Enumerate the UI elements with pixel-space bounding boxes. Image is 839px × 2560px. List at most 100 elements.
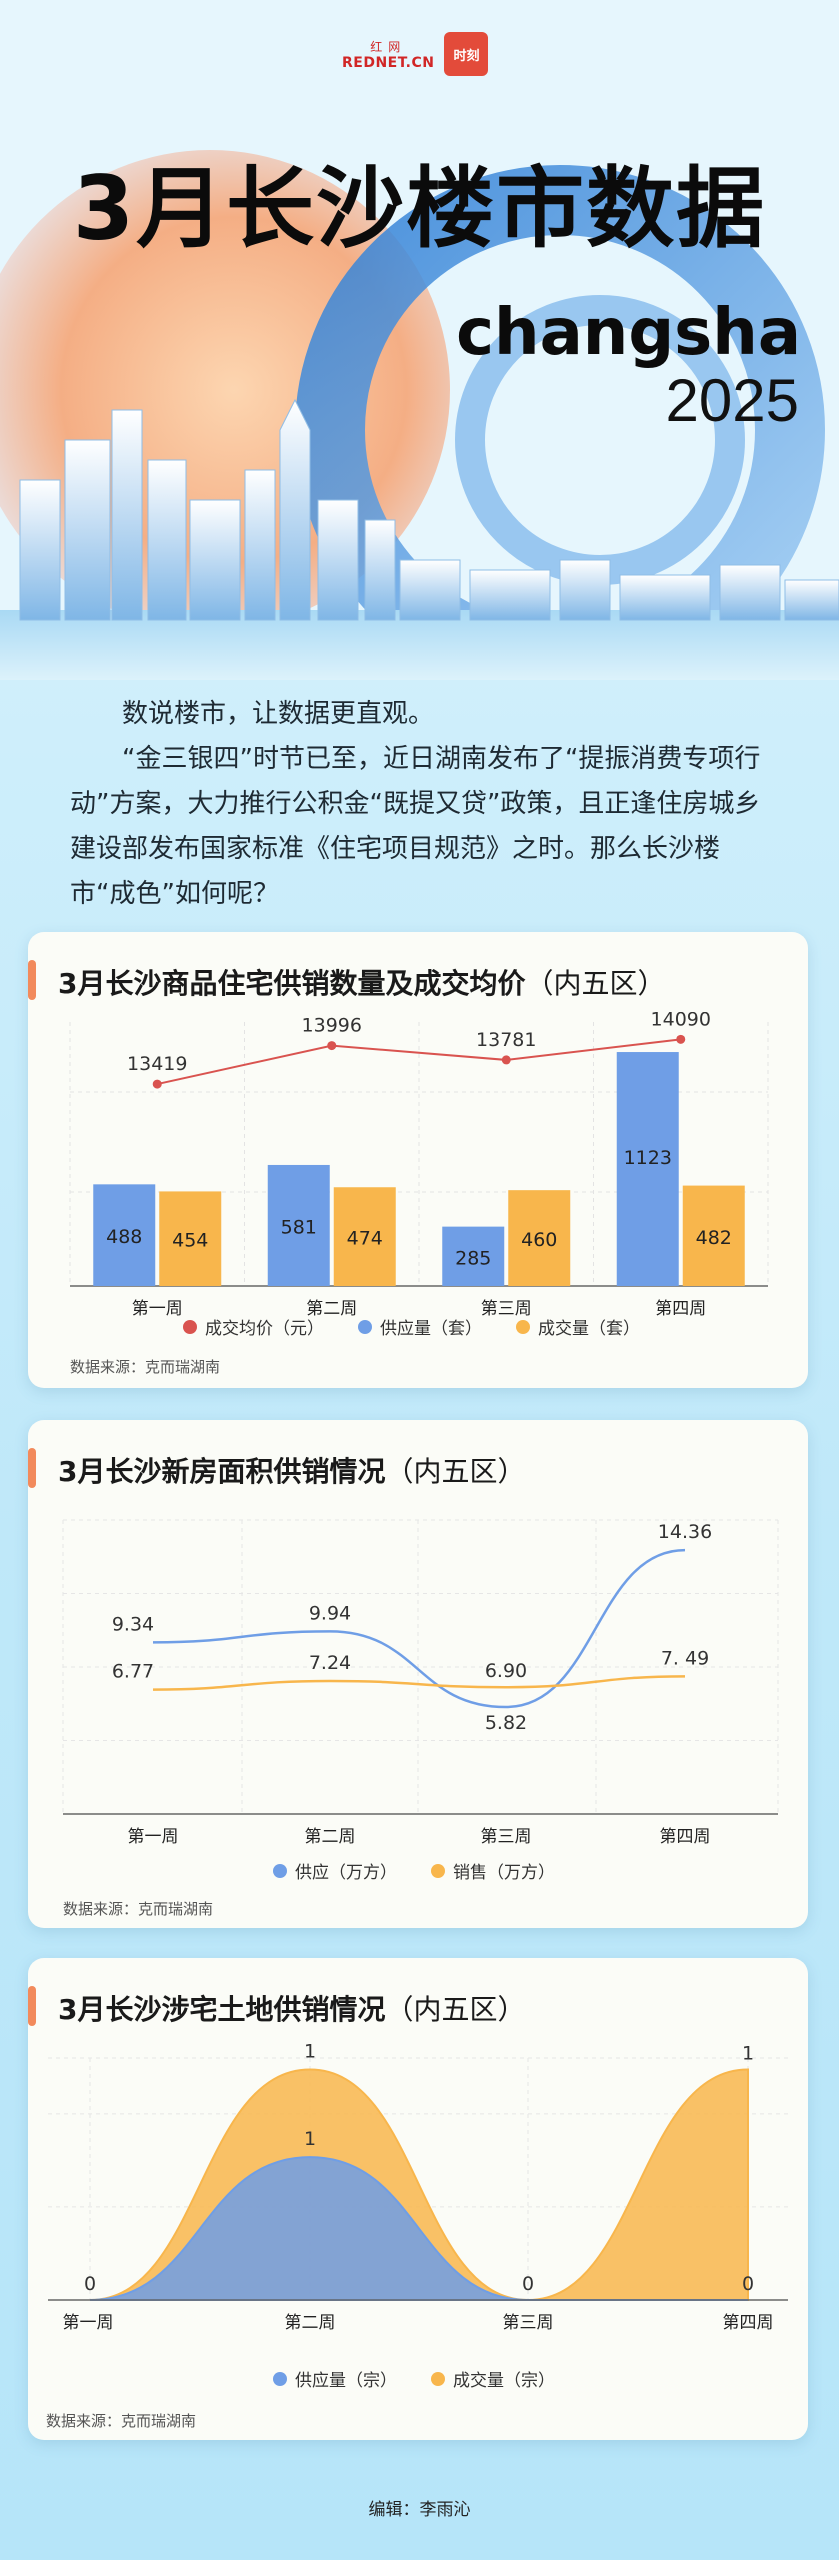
legend-dot — [431, 2371, 445, 2386]
x-tick-label: 第二周 — [285, 2313, 336, 2333]
bar-value-label: 454 — [172, 1230, 208, 1252]
legend-dot — [516, 1319, 530, 1334]
price-label: 13996 — [302, 1015, 362, 1037]
legend-item-supply: 供应量（套） — [358, 1314, 482, 1339]
logo-text: REDNET.CN — [342, 54, 435, 71]
hero-illustration — [0, 0, 839, 680]
x-tick-label: 第三周 — [481, 1827, 532, 1847]
x-tick-label: 第三周 — [481, 1299, 532, 1319]
chart-legend: 成交均价（元） 供应量（套） 成交量（套） — [183, 1314, 640, 1339]
chart-title-suffix: （内五区） — [525, 967, 666, 1000]
price-point — [676, 1034, 686, 1044]
chart-title: 3月长沙新房面积供销情况（内五区） — [58, 1450, 526, 1490]
bar-value-label: 482 — [696, 1227, 732, 1249]
data-label: 6.77 — [112, 1661, 154, 1683]
data-label: 6.90 — [485, 1660, 527, 1682]
bar — [159, 1191, 222, 1286]
legend-label: 成交均价（元） — [205, 1319, 324, 1339]
bar — [267, 1164, 330, 1286]
bar-value-label: 488 — [106, 1226, 142, 1248]
data-label: 1 — [742, 2043, 754, 2065]
intro-paragraph-2: “金三银四”时节已至，近日湖南发布了“提振消费专项行动”方案，大力推行公积金“既… — [70, 744, 761, 909]
x-tick-label: 第一周 — [128, 1827, 179, 1847]
bar-value-label: 460 — [521, 1229, 557, 1251]
area-chart: 0 1 0 1 1 0 第一周 第二周 第三周 第四周 — [48, 2041, 788, 2333]
page-title: 3月长沙楼市数据 — [72, 157, 767, 260]
chart-legend: 供应（万方） 销售（万方） — [273, 1858, 555, 1883]
logo-badge: 时刻 — [444, 32, 489, 76]
series-line — [152, 1675, 686, 1691]
bar-value-label: 581 — [281, 1216, 317, 1238]
bar — [442, 1226, 505, 1286]
legend-item-price: 成交均价（元） — [183, 1314, 324, 1339]
legend-label: 成交量（宗） — [453, 2371, 555, 2391]
price-point — [501, 1055, 511, 1065]
bar — [333, 1187, 396, 1286]
card-accent-bar — [28, 1448, 36, 1488]
chart-card-land: 3月长沙涉宅土地供销情况（内五区） 0 1 0 1 1 0 第一周 第二周 第三周 第四周 供应量… — [28, 1958, 808, 2440]
x-tick-label: 第四周 — [655, 1299, 706, 1319]
intro-paragraph-1: 数说楼市，让数据更直观。 — [122, 699, 435, 729]
chart-title-main: 3月长沙商品住宅供销数量及成交均价 — [58, 967, 526, 1000]
legend-dot — [273, 1863, 287, 1878]
x-tick-label: 第四周 — [660, 1827, 711, 1847]
bar — [682, 1185, 745, 1286]
price-line — [157, 1038, 681, 1086]
data-label: 0 — [84, 2273, 96, 2295]
data-label: 1 — [304, 2041, 316, 2063]
legend-item-supply: 供应（万方） — [273, 1858, 397, 1883]
bar — [93, 1184, 156, 1286]
data-label: 7.24 — [309, 1652, 351, 1674]
price-label: 14090 — [651, 1012, 711, 1030]
legend-item-deals: 成交量（宗） — [431, 2366, 555, 2391]
bar-value-label: 474 — [347, 1228, 383, 1250]
x-tick-label: 第二周 — [305, 1827, 356, 1847]
chart-card-area: 3月长沙新房面积供销情况（内五区） 9.34 9.94 5.82 14.36 6.77 7… — [28, 1420, 808, 1928]
page-year: 2025 — [665, 367, 799, 434]
legend-label: 销售（万方） — [453, 1863, 555, 1883]
legend-label: 成交量（套） — [538, 1319, 640, 1339]
card-accent-bar — [28, 1986, 36, 2026]
price-point — [152, 1079, 162, 1089]
price-label: 13419 — [127, 1053, 187, 1075]
legend-dot — [358, 1319, 372, 1334]
data-label: 14.36 — [658, 1521, 712, 1543]
card-accent-bar — [28, 960, 36, 1000]
intro-text: 数说楼市，让数据更直观。 “金三银四”时节已至，近日湖南发布了“提振消费专项行动… — [70, 692, 770, 917]
bar-value-label: 1123 — [624, 1147, 672, 1169]
legend-item-sales: 销售（万方） — [431, 1858, 555, 1883]
data-source: 数据来源：克而瑞湖南 — [70, 1358, 221, 1376]
data-label: 9.34 — [112, 1613, 154, 1635]
bar — [616, 1052, 679, 1286]
bar — [508, 1190, 571, 1286]
chart-legend: 供应量（宗） 成交量（宗） — [273, 2366, 555, 2391]
data-label: 9.94 — [309, 1602, 351, 1624]
chart-card-housing: 3月长沙商品住宅供销数量及成交均价（内五区） 488 454 第一周 581 474 第二… — [28, 932, 808, 1388]
brand-logo: 红网 REDNET.CN 时刻 — [342, 32, 489, 76]
chart-title: 3月长沙涉宅土地供销情况（内五区） — [58, 1988, 526, 2028]
logo-chinese: 红网 — [370, 39, 407, 54]
line-chart: 9.34 9.94 5.82 14.36 6.77 7.24 6.90 7. 49 第一周 第二周… — [62, 1519, 779, 1847]
chart-title-suffix: （内五区） — [385, 1993, 526, 2026]
data-label: 7. 49 — [661, 1647, 709, 1669]
x-tick-label: 第一周 — [132, 1299, 183, 1319]
price-point — [327, 1041, 337, 1051]
data-label: 0 — [742, 2273, 754, 2295]
x-tick-label: 第二周 — [306, 1299, 357, 1319]
bar-value-label: 285 — [455, 1247, 491, 1269]
x-tick-label: 第一周 — [63, 2313, 114, 2333]
x-tick-label: 第四周 — [723, 2313, 774, 2333]
legend-dot — [431, 1863, 445, 1878]
price-label: 13781 — [476, 1029, 536, 1051]
chart-title: 3月长沙商品住宅供销数量及成交均价（内五区） — [58, 962, 666, 1002]
legend-dot — [183, 1319, 197, 1334]
data-source: 数据来源：克而瑞湖南 — [63, 1900, 214, 1918]
x-tick-label: 第三周 — [503, 2313, 554, 2333]
legend-item-deals: 成交量（套） — [516, 1314, 640, 1339]
data-label: 5.82 — [485, 1712, 527, 1734]
legend-dot — [273, 2371, 287, 2386]
legend-label: 供应量（宗） — [295, 2371, 397, 2391]
data-source: 数据来源：克而瑞湖南 — [46, 2412, 197, 2430]
data-label: 0 — [522, 2273, 534, 2295]
chart-title-main: 3月长沙涉宅土地供销情况 — [58, 1993, 386, 2026]
